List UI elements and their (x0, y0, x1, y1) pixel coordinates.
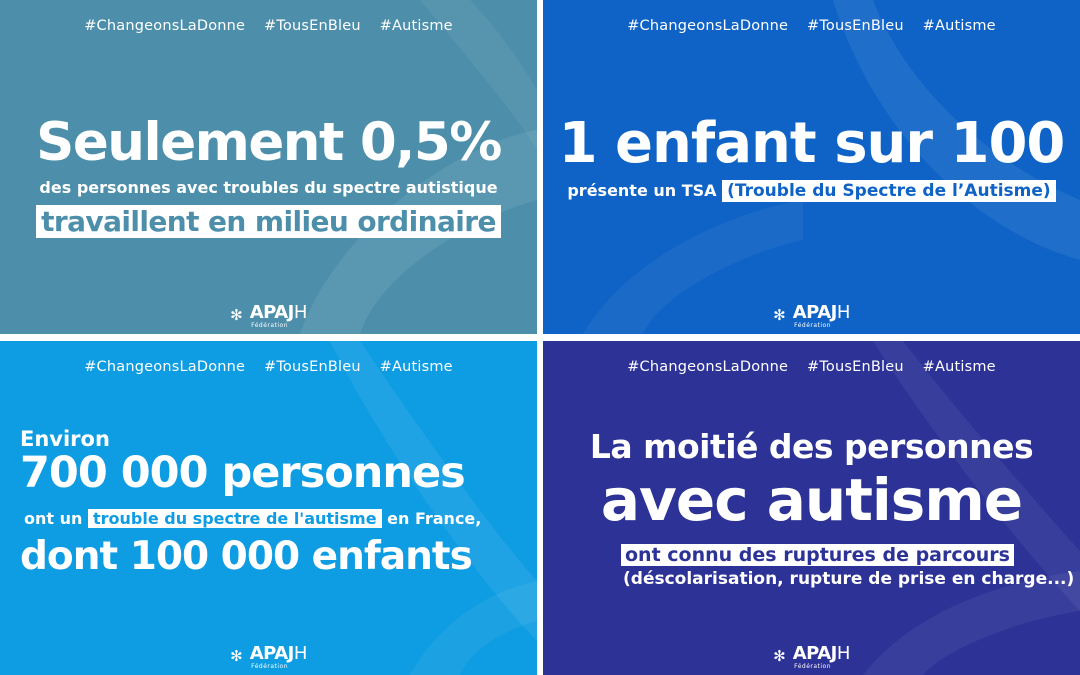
snowflake-icon: ✻ (230, 647, 243, 665)
children-stat: dont 100 000 enfants (20, 534, 473, 579)
subline-post: en France, (387, 509, 482, 528)
hashtag-row: #ChangeonsLaDonne #TousEnBleu #Autisme (0, 18, 537, 34)
ribbon-decoration (330, 341, 537, 675)
panel-employment-stat: #ChangeonsLaDonne #TousEnBleu #Autisme S… (0, 0, 537, 334)
headline-stat: Seulement 0,5% (36, 112, 502, 173)
logo-h: H (293, 302, 308, 323)
hashtag[interactable]: #Autisme (922, 18, 996, 34)
snowflake-icon: ✻ (230, 306, 243, 324)
hashtag[interactable]: #TousEnBleu (806, 359, 904, 375)
hashtag[interactable]: #ChangeonsLaDonne (627, 359, 789, 375)
apajh-logo: ✻ APAJH Fédération (543, 643, 1080, 671)
logo-h: H (836, 643, 851, 664)
hashtag[interactable]: #ChangeonsLaDonne (627, 18, 789, 34)
panel-population-stat: #ChangeonsLaDonne #TousEnBleu #Autisme E… (0, 341, 537, 675)
headline-stat: 1 enfant sur 100 (558, 111, 1066, 176)
apajh-logo: ✻ APAJH Fédération (0, 643, 537, 671)
apajh-logo: ✻ APAJH Fédération (543, 302, 1080, 330)
logo-main: APAJ (249, 302, 295, 323)
highlight-row: travaillent en milieu ordinaire (0, 205, 537, 238)
headline-line2: avec autisme (600, 466, 1023, 534)
subline: des personnes avec troubles du spectre a… (39, 178, 498, 197)
hashtag[interactable]: #Autisme (379, 18, 453, 34)
hashtag[interactable]: #TousEnBleu (263, 18, 361, 34)
hashtag[interactable]: #Autisme (922, 359, 996, 375)
logo-subtitle: Fédération (794, 322, 832, 329)
highlight-text: ont connu des ruptures de parcours (621, 544, 1014, 566)
subline-row: ont un trouble du spectre de l'autisme e… (24, 509, 537, 528)
highlight-text: (Trouble du Spectre de l’Autisme) (722, 180, 1056, 202)
hashtag[interactable]: #TousEnBleu (263, 359, 361, 375)
intro-word: Environ (20, 427, 110, 451)
snowflake-icon: ✻ (773, 306, 786, 324)
logo-main: APAJ (249, 643, 295, 664)
apajh-logo: ✻ APAJH Fédération (0, 302, 537, 330)
panel-ruptures-stat: #ChangeonsLaDonne #TousEnBleu #Autisme L… (543, 341, 1080, 675)
highlight-text: trouble du spectre de l'autisme (87, 509, 382, 528)
hashtag-row: #ChangeonsLaDonne #TousEnBleu #Autisme (543, 18, 1080, 34)
logo-h: H (836, 302, 851, 323)
hashtag[interactable]: #Autisme (379, 359, 453, 375)
headline-line1: La moitié des personnes (589, 427, 1034, 466)
headline-stat: 700 000 personnes (20, 448, 466, 498)
snowflake-icon: ✻ (773, 647, 786, 665)
hashtag[interactable]: #ChangeonsLaDonne (84, 359, 246, 375)
logo-subtitle: Fédération (251, 322, 289, 329)
subline: présente un TSA (567, 181, 717, 200)
highlight-row: ont connu des ruptures de parcours (621, 544, 1080, 566)
hashtag[interactable]: #TousEnBleu (806, 18, 904, 34)
panel-children-stat: #ChangeonsLaDonne #TousEnBleu #Autisme 1… (543, 0, 1080, 334)
subline-pre: ont un (24, 509, 83, 528)
hashtag-row: #ChangeonsLaDonne #TousEnBleu #Autisme (0, 359, 537, 375)
hashtag[interactable]: #ChangeonsLaDonne (84, 18, 246, 34)
logo-h: H (293, 643, 308, 664)
detail-note: (déscolarisation, rupture de prise en ch… (623, 569, 1075, 589)
logo-main: APAJ (792, 643, 838, 664)
logo-subtitle: Fédération (251, 663, 289, 670)
subline-row: présente un TSA (Trouble du Spectre de l… (543, 180, 1080, 202)
hashtag-row: #ChangeonsLaDonne #TousEnBleu #Autisme (543, 359, 1080, 375)
logo-subtitle: Fédération (794, 663, 832, 670)
highlight-text: travaillent en milieu ordinaire (36, 205, 501, 238)
logo-main: APAJ (792, 302, 838, 323)
